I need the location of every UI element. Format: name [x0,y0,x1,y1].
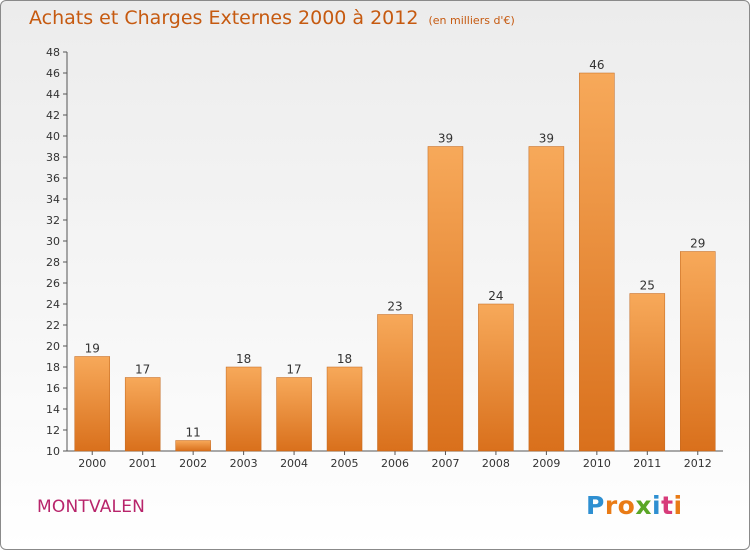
y-tick-label: 36 [46,172,60,185]
bar [175,440,211,452]
x-tick-label: 2004 [280,457,308,470]
bar-value-label: 29 [690,237,705,251]
bar-value-label: 17 [135,363,150,377]
x-tick-label: 2006 [381,457,409,470]
logo-letter: x [635,491,652,520]
bar [629,293,666,452]
logo-letter: t [661,491,674,520]
x-tick-label: 2010 [583,457,611,470]
bar-value-label: 17 [286,363,301,377]
bar-value-label: 24 [488,289,503,303]
y-tick-label: 24 [46,298,60,311]
bar [124,377,161,452]
bar-value-label: 46 [589,58,604,72]
x-tick-label: 2000 [78,457,106,470]
y-tick-label: 42 [46,109,60,122]
y-tick-label: 48 [46,46,60,59]
y-tick-label: 32 [46,214,60,227]
bar [427,146,464,452]
bar [680,251,716,452]
y-tick-label: 20 [46,340,60,353]
x-tick-label: 2007 [431,457,459,470]
city-name: MONTVALEN [37,497,146,517]
y-tick-label: 12 [46,424,60,437]
y-tick-label: 14 [46,403,60,416]
chart-subtitle: (en milliers d'€) [428,14,515,27]
y-tick-label: 28 [46,256,60,269]
bar [377,314,413,452]
x-tick-label: 2002 [179,457,207,470]
bar [225,366,262,452]
x-tick-label: 2008 [482,457,510,470]
y-tick-label: 16 [46,382,60,395]
x-tick-label: 2005 [331,457,359,470]
x-tick-label: 2009 [532,457,560,470]
x-tick-label: 2001 [129,457,157,470]
logo-letter: i [652,491,662,520]
y-tick-label: 26 [46,277,60,290]
y-tick-label: 10 [46,445,60,458]
logo-letter: o [617,491,636,520]
bar [579,72,615,452]
logo-letter: P [586,491,605,520]
bar [478,303,514,452]
y-tick-label: 34 [46,193,60,206]
bar [276,377,312,452]
chart-title: Achats et Charges Externes 2000 à 2012 (e… [29,7,515,29]
bar-value-label: 19 [85,342,100,356]
bar-value-label: 18 [236,352,251,366]
x-tick-label: 2012 [684,457,712,470]
bar-value-label: 23 [387,300,402,314]
y-tick-label: 22 [46,319,60,332]
chart-title-text: Achats et Charges Externes 2000 à 2012 [29,7,419,29]
proxiti-logo: Proxiti [586,491,683,520]
logo-letter: r [604,491,618,520]
logo-letter: i [673,491,683,520]
bar [528,146,565,452]
y-tick-label: 44 [46,88,60,101]
bar [74,356,110,452]
y-tick-label: 18 [46,361,60,374]
bar-value-label: 39 [438,132,453,146]
y-tick-label: 30 [46,235,60,248]
y-tick-label: 38 [46,151,60,164]
bar-value-label: 25 [640,279,655,293]
bar [326,366,363,452]
bar-value-label: 11 [186,426,201,440]
x-tick-label: 2003 [230,457,258,470]
y-tick-label: 40 [46,130,60,143]
bar-value-label: 39 [539,132,554,146]
y-tick-label: 46 [46,67,60,80]
x-tick-label: 2011 [633,457,661,470]
bar-value-label: 18 [337,352,352,366]
